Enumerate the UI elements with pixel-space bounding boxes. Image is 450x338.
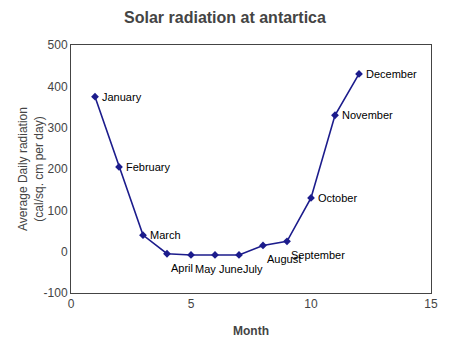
svg-text:May: May — [195, 263, 216, 275]
svg-text:February: February — [126, 161, 171, 173]
svg-text:April: April — [171, 262, 193, 274]
svg-text:-100: -100 — [44, 286, 68, 300]
svg-text:10: 10 — [304, 297, 318, 311]
svg-text:January: January — [102, 91, 142, 103]
svg-text:5: 5 — [188, 297, 195, 311]
svg-text:Solar radiation at antartica: Solar radiation at antartica — [124, 9, 326, 26]
svg-text:0: 0 — [68, 297, 75, 311]
svg-text:November: November — [342, 109, 393, 121]
svg-text:March: March — [150, 229, 181, 241]
svg-text:June: June — [219, 263, 243, 275]
svg-text:October: October — [318, 192, 357, 204]
svg-text:August: August — [267, 253, 301, 265]
svg-text:0: 0 — [61, 245, 68, 259]
svg-text:200: 200 — [48, 162, 68, 176]
svg-text:July: July — [243, 263, 263, 275]
svg-text:Average Daily radiation(cal/sq: Average Daily radiation(cal/sq. cm per d… — [16, 107, 46, 231]
svg-text:100: 100 — [48, 204, 68, 218]
svg-text:Month: Month — [233, 324, 269, 338]
svg-text:15: 15 — [424, 297, 438, 311]
svg-text:400: 400 — [48, 80, 68, 94]
svg-text:September: September — [291, 249, 345, 261]
svg-text:December: December — [366, 68, 417, 80]
svg-text:300: 300 — [48, 121, 68, 135]
svg-text:500: 500 — [48, 38, 68, 52]
